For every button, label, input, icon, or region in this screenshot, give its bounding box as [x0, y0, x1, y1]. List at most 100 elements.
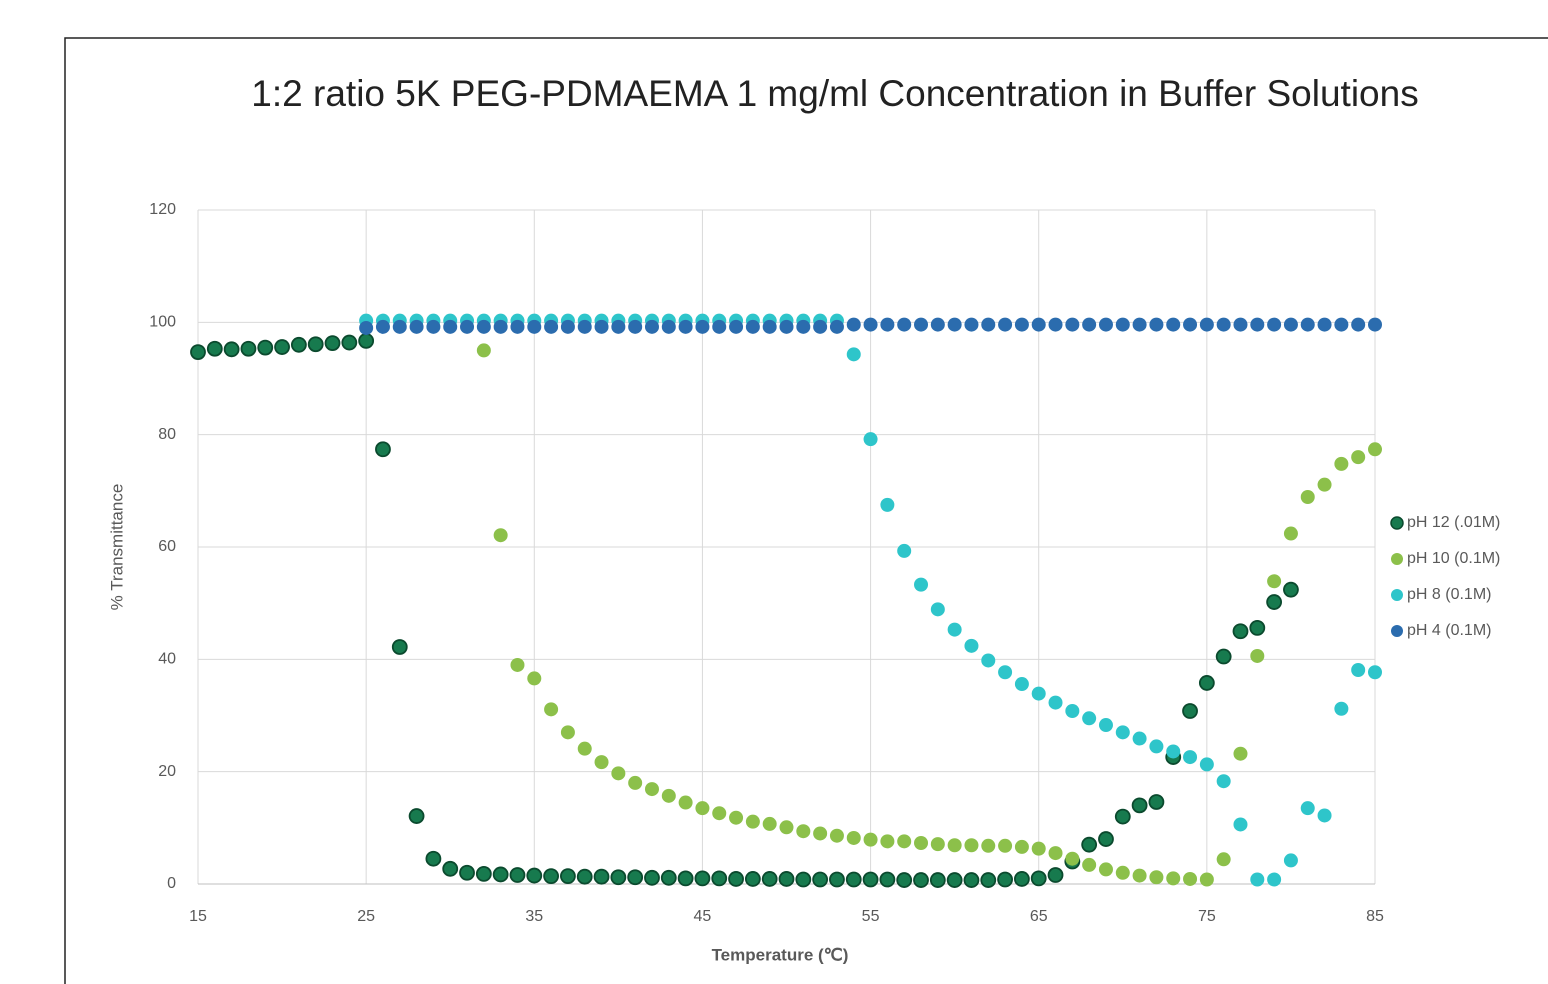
data-point	[929, 872, 946, 888]
data-point	[358, 332, 375, 349]
data-point	[1014, 677, 1029, 692]
data-point	[1198, 675, 1215, 691]
data-point	[1132, 868, 1147, 883]
data-point	[695, 319, 710, 334]
data-point	[947, 317, 962, 332]
data-point	[1266, 594, 1283, 610]
data-point	[391, 639, 408, 655]
data-point	[1250, 648, 1265, 663]
x-tick-label: 65	[1030, 908, 1048, 925]
data-point	[930, 837, 945, 852]
data-point	[493, 319, 508, 334]
data-point	[712, 319, 727, 334]
data-point	[644, 319, 659, 334]
data-point	[1334, 456, 1349, 471]
data-point	[1014, 871, 1030, 887]
data-point	[880, 834, 895, 849]
data-point	[846, 830, 861, 845]
data-point	[543, 868, 559, 885]
data-point	[745, 319, 760, 334]
data-point	[1182, 703, 1198, 719]
data-point	[1300, 317, 1315, 332]
data-point	[745, 814, 760, 829]
data-point	[1030, 870, 1047, 887]
legend-label: pH 8 (0.1M)	[1407, 586, 1491, 603]
data-point	[778, 871, 795, 887]
data-point	[492, 866, 509, 883]
data-point	[879, 871, 896, 888]
data-point	[628, 319, 643, 334]
data-point	[240, 340, 257, 357]
data-point	[946, 872, 963, 888]
data-point	[897, 317, 912, 332]
data-point	[779, 319, 794, 334]
data-point	[678, 795, 693, 810]
data-point	[761, 871, 778, 887]
data-point	[947, 838, 962, 853]
data-point	[1249, 619, 1266, 636]
data-point	[610, 869, 627, 886]
data-point	[1317, 808, 1332, 823]
data-point	[1351, 663, 1366, 678]
data-point	[1082, 317, 1097, 332]
data-point	[1149, 870, 1164, 885]
data-point	[1183, 871, 1198, 886]
data-point	[694, 870, 711, 887]
data-point	[1031, 317, 1046, 332]
data-point	[880, 317, 895, 332]
data-point	[829, 871, 845, 888]
data-point	[1065, 317, 1080, 332]
data-point	[779, 820, 794, 835]
data-point	[863, 432, 878, 447]
data-point	[862, 871, 879, 888]
data-point	[1098, 317, 1113, 332]
data-point	[426, 319, 441, 334]
data-point	[341, 334, 358, 351]
data-point	[1368, 317, 1382, 332]
data-point	[1351, 450, 1366, 465]
data-point	[1216, 852, 1231, 867]
data-point	[1232, 623, 1249, 640]
data-point	[1115, 865, 1130, 880]
data-point	[863, 317, 878, 332]
data-point	[998, 665, 1013, 680]
data-point	[744, 871, 761, 887]
data-point	[829, 319, 844, 334]
data-point	[644, 869, 660, 886]
y-tick-label: 40	[158, 651, 176, 668]
y-tick-label: 60	[158, 538, 176, 555]
data-point	[1183, 750, 1198, 765]
x-tick-label: 55	[862, 908, 880, 925]
legend-label: pH 4 (0.1M)	[1407, 622, 1491, 639]
data-point	[442, 860, 459, 877]
data-point	[560, 725, 575, 740]
data-point	[762, 816, 777, 831]
data-point	[1351, 317, 1366, 332]
data-point	[611, 766, 626, 781]
x-tick-label: 45	[694, 908, 712, 925]
data-point	[493, 528, 508, 543]
data-point	[1114, 808, 1131, 825]
data-point	[476, 319, 491, 334]
data-point	[527, 671, 542, 686]
data-point	[257, 339, 274, 356]
data-point	[1082, 857, 1097, 872]
x-tick-label: 75	[1198, 908, 1216, 925]
data-point	[1031, 686, 1046, 701]
data-point	[1317, 317, 1332, 332]
data-point	[1098, 831, 1114, 847]
data-point	[1233, 817, 1248, 832]
data-point	[1115, 317, 1130, 332]
data-point	[1300, 490, 1315, 505]
data-point	[678, 319, 693, 334]
x-tick-label: 85	[1366, 908, 1384, 925]
data-point	[1317, 477, 1332, 492]
data-point	[880, 497, 895, 512]
y-tick-label: 120	[149, 201, 176, 218]
data-point	[1081, 836, 1098, 853]
data-point	[644, 782, 659, 797]
data-point	[863, 832, 878, 847]
data-point	[459, 864, 475, 881]
